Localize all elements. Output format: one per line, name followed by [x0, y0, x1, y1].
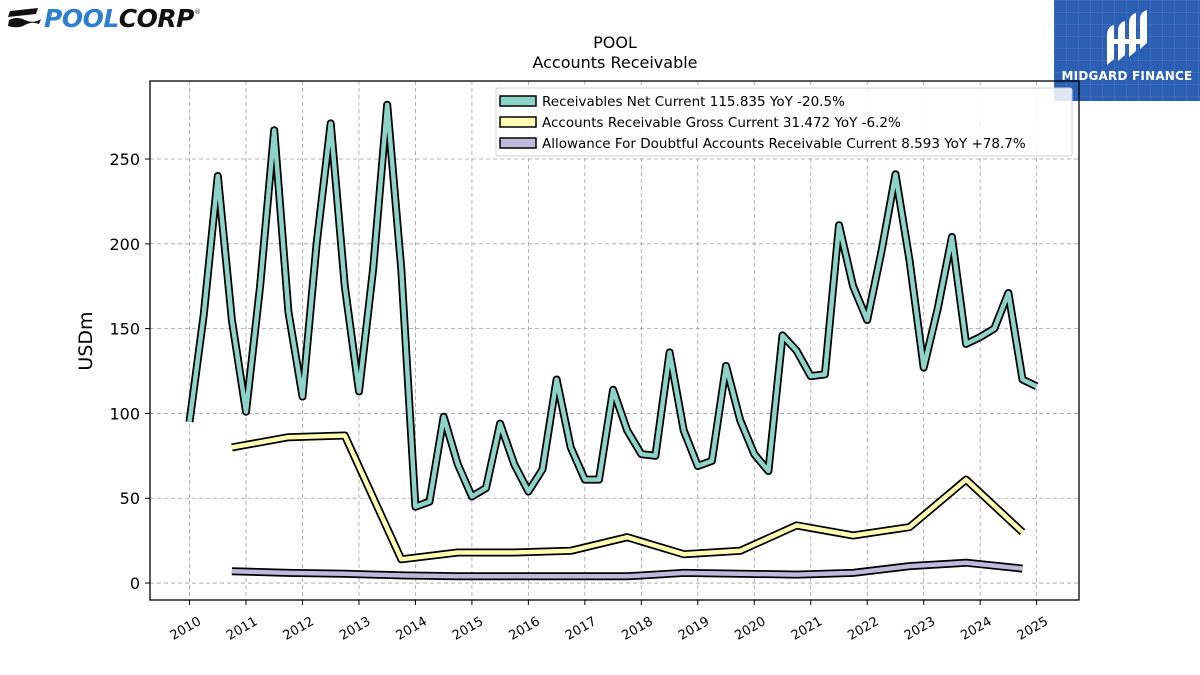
x-tick-label: 2014: [394, 614, 430, 644]
midgard-logo-icon: [1107, 10, 1147, 65]
x-tick-label: 2024: [958, 614, 994, 644]
series-1: [185, 100, 1039, 511]
legend-entry: Receivables Net Current 115.835 YoY -20.…: [542, 94, 845, 110]
brand-word-primary: POOL: [44, 4, 119, 33]
x-tick-label: 2019: [676, 614, 712, 644]
series-2: [231, 431, 1026, 564]
x-tick-label: 2016: [507, 614, 543, 644]
series-outline: [185, 100, 1039, 511]
chart-subtitle: Accounts Receivable: [532, 53, 697, 72]
partner-name: MIDGARD FINANCE: [1061, 69, 1193, 83]
y-axis-label: USDm: [75, 311, 97, 370]
y-tick-label: 150: [109, 320, 140, 339]
legend-box: [495, 87, 1073, 157]
series-line: [187, 102, 1038, 509]
legend-entry: Accounts Receivable Gross Current 31.472…: [542, 115, 901, 131]
midgard-finance-badge: MIDGARD FINANCE: [1054, 0, 1200, 101]
x-tick-label: 2022: [845, 614, 881, 644]
x-tick-label: 2012: [281, 614, 317, 644]
x-tick-label: 2013: [337, 614, 373, 644]
x-tick-label: 2015: [450, 614, 486, 644]
series-lines: [185, 100, 1039, 581]
y-tick-label: 100: [109, 404, 140, 423]
legend-swatch: [499, 95, 537, 107]
plot-frame: [149, 80, 1080, 601]
chart-title: POOL: [593, 33, 637, 52]
x-tick-label: 2018: [619, 614, 655, 644]
grid-lines: [150, 81, 1079, 600]
x-tick-label: 2025: [1015, 614, 1051, 644]
series-outline: [231, 431, 1026, 564]
registered-mark: ®: [193, 8, 201, 16]
series-line: [231, 433, 1025, 562]
legend: Receivables Net Current 115.835 YoY -20.…: [495, 87, 1073, 157]
x-tick-label: 2023: [902, 614, 938, 644]
legend-entry: Allowance For Doubtful Accounts Receivab…: [542, 136, 1026, 152]
x-tick-label: 2021: [789, 614, 825, 644]
x-tick-label: 2020: [732, 614, 768, 644]
x-tick-label: 2010: [168, 614, 204, 644]
legend-swatch: [499, 116, 537, 128]
poolcorp-logo: POOL CORP ®: [8, 4, 201, 34]
x-tick-label: 2017: [563, 614, 599, 644]
series-line: [231, 560, 1023, 579]
wave-logo-icon: [8, 8, 41, 28]
legend-swatch: [499, 137, 537, 149]
series-3: [231, 558, 1023, 581]
brand-word-secondary: CORP: [118, 4, 195, 33]
y-tick-label: 50: [120, 489, 140, 508]
y-tick-label: 0: [130, 574, 140, 593]
y-tick-label: 250: [109, 150, 140, 169]
x-tick-label: 2011: [224, 614, 260, 644]
y-tick-label: 200: [109, 235, 140, 254]
